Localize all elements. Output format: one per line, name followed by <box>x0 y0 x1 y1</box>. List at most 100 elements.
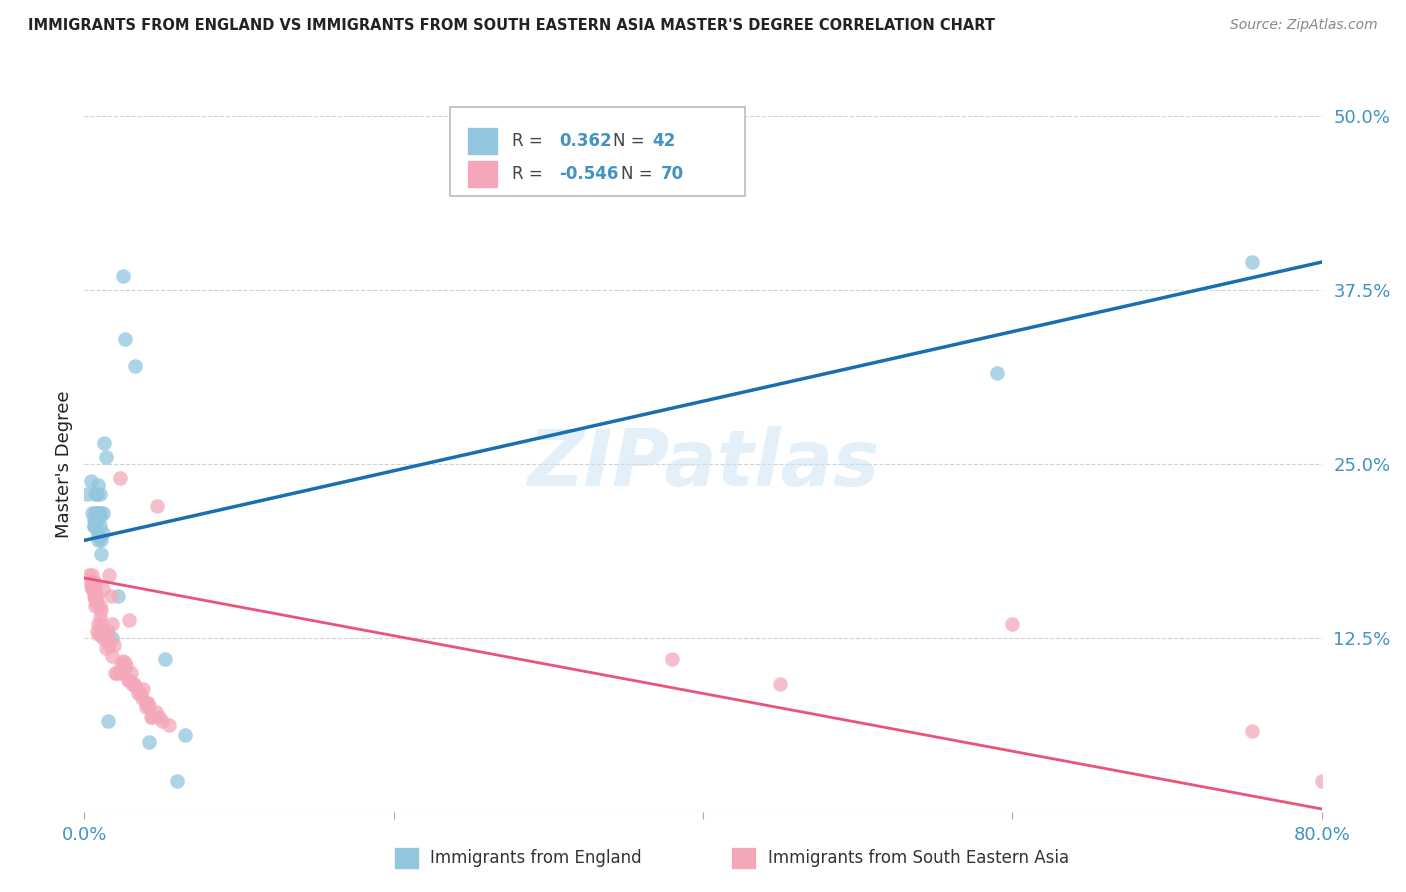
Point <box>87 626 110 640</box>
Point <box>84 599 107 613</box>
Point <box>135 696 157 710</box>
Text: Source: ZipAtlas.com: Source: ZipAtlas.com <box>1230 18 1378 32</box>
Point <box>101 631 124 645</box>
Point <box>83 519 105 533</box>
Point <box>138 700 160 714</box>
Point <box>98 638 121 652</box>
Text: -0.546: -0.546 <box>560 165 619 183</box>
Text: IMMIGRANTS FROM ENGLAND VS IMMIGRANTS FROM SOUTH EASTERN ASIA MASTER'S DEGREE CO: IMMIGRANTS FROM ENGLAND VS IMMIGRANTS FR… <box>28 18 995 33</box>
Point <box>94 640 117 655</box>
Point <box>91 506 114 520</box>
Point <box>87 616 110 631</box>
Point <box>110 656 132 670</box>
Point <box>84 593 107 607</box>
Point <box>86 512 108 526</box>
Point <box>82 506 104 520</box>
Point <box>87 506 110 520</box>
Point <box>1240 724 1263 739</box>
Point <box>79 579 101 593</box>
Text: N =: N = <box>613 132 650 150</box>
Point <box>135 700 157 714</box>
Point <box>90 603 112 617</box>
Point <box>83 512 105 526</box>
Point <box>77 568 100 582</box>
Point <box>87 506 110 520</box>
Point <box>118 673 141 687</box>
Point <box>94 450 117 464</box>
Text: Immigrants from England: Immigrants from England <box>430 849 643 867</box>
Point <box>91 582 114 596</box>
Point <box>136 696 159 710</box>
Point <box>129 686 152 700</box>
Point <box>117 673 139 687</box>
Point <box>89 519 111 533</box>
Point <box>108 471 131 485</box>
Point <box>89 487 111 501</box>
Point <box>114 656 136 670</box>
Point <box>103 638 125 652</box>
Point <box>90 533 112 548</box>
Point <box>96 631 118 645</box>
Point <box>91 624 114 638</box>
Y-axis label: Master's Degree: Master's Degree <box>55 390 73 538</box>
Point <box>96 624 118 638</box>
Point <box>89 506 111 520</box>
Text: Immigrants from South Eastern Asia: Immigrants from South Eastern Asia <box>768 849 1069 867</box>
Point <box>146 499 169 513</box>
Point <box>141 710 163 724</box>
Point <box>101 648 124 663</box>
Point <box>79 575 101 590</box>
Point <box>110 665 132 680</box>
Point <box>83 519 105 533</box>
Text: 0.362: 0.362 <box>560 132 612 150</box>
Text: 42: 42 <box>652 132 676 150</box>
Point <box>1240 255 1263 269</box>
Point <box>87 526 110 541</box>
Point <box>84 487 107 501</box>
Point <box>82 575 104 590</box>
Point <box>83 585 105 599</box>
Point <box>150 714 173 729</box>
Text: 70: 70 <box>661 165 683 183</box>
Point <box>89 509 111 524</box>
Point <box>87 533 110 548</box>
Point <box>86 506 108 520</box>
Text: R =: R = <box>512 165 548 183</box>
Point <box>89 626 111 640</box>
Point <box>84 516 107 530</box>
Point <box>101 616 124 631</box>
Point <box>86 596 108 610</box>
Point <box>769 676 792 690</box>
Point <box>82 582 104 596</box>
Point <box>84 509 107 524</box>
Point <box>118 613 141 627</box>
Point <box>986 367 1008 381</box>
Text: ZIPatlas: ZIPatlas <box>527 425 879 502</box>
Point <box>91 631 114 645</box>
Point <box>96 714 118 729</box>
Point <box>122 676 145 690</box>
Point <box>93 626 115 640</box>
Text: N =: N = <box>621 165 658 183</box>
Point <box>93 631 115 645</box>
Point <box>120 665 142 680</box>
Point <box>86 506 108 520</box>
Point <box>79 474 101 488</box>
Point <box>112 655 135 669</box>
Point <box>84 589 107 603</box>
Point <box>127 686 149 700</box>
Point <box>104 665 127 680</box>
Point <box>661 651 683 665</box>
Point <box>166 774 188 789</box>
Point <box>91 526 114 541</box>
Point <box>112 268 135 283</box>
Point <box>82 568 104 582</box>
Point <box>153 651 176 665</box>
Point <box>90 547 112 561</box>
Point <box>105 665 128 680</box>
Point <box>93 436 115 450</box>
Point <box>139 710 162 724</box>
Text: R =: R = <box>512 132 548 150</box>
Point <box>84 575 107 590</box>
Point <box>159 718 180 732</box>
